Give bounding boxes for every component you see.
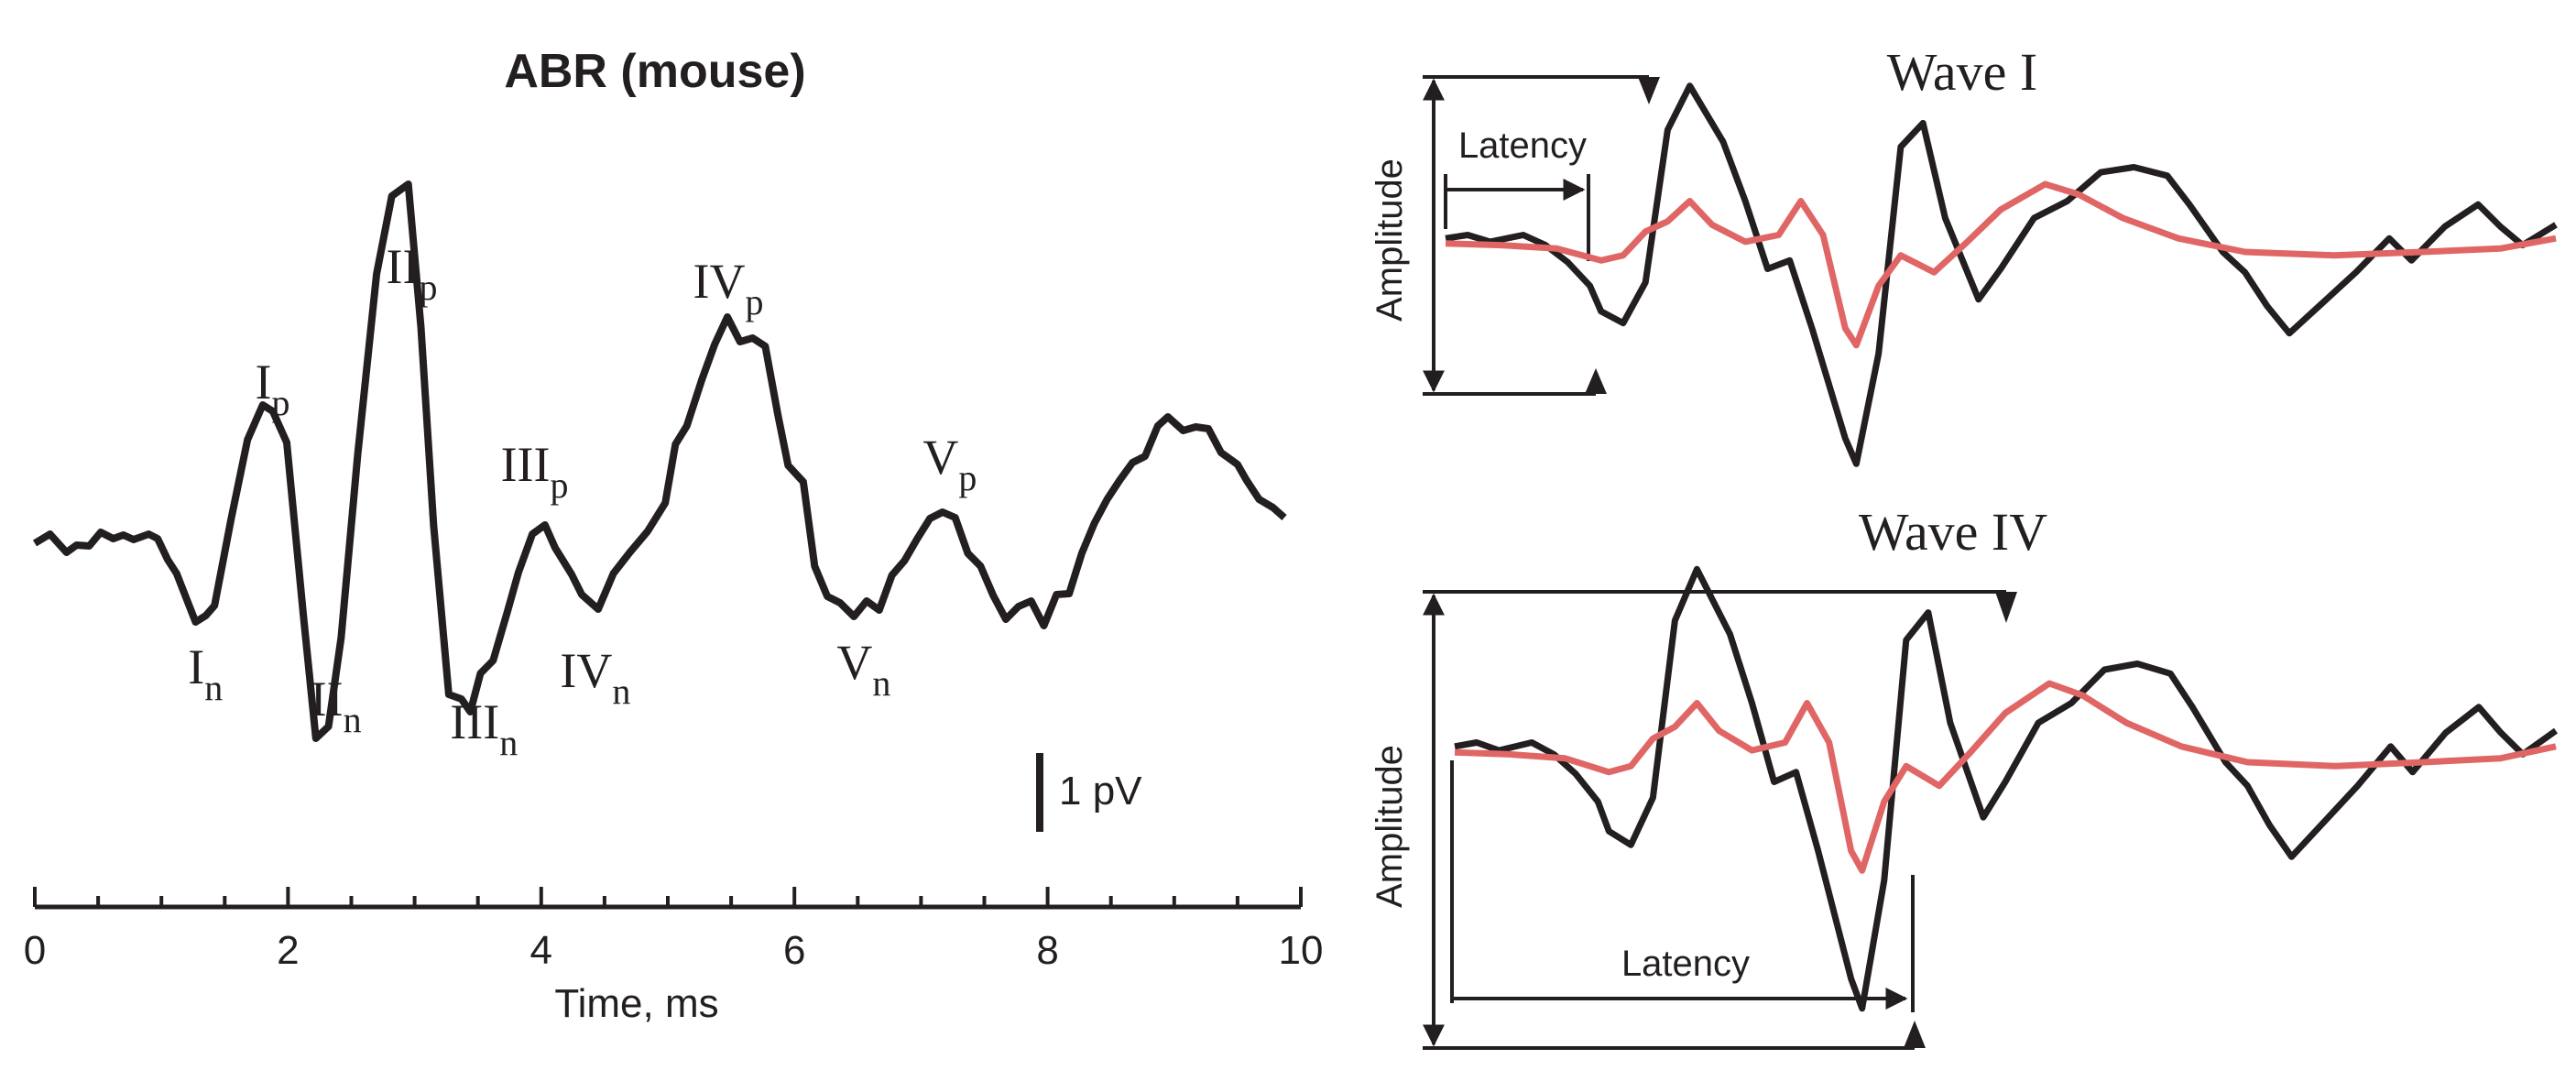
wave-i-y-axis-label: Amplitude — [1370, 158, 1410, 322]
abr-title: ABR (mouse) — [504, 45, 805, 98]
wave-label-ii-n: IIn — [311, 672, 362, 740]
wave-label-subscript: p — [746, 281, 764, 322]
wave-label-subscript: p — [551, 464, 569, 506]
wave-iv-amplitude-marker — [1423, 590, 2017, 1050]
wave-iv-black-trace — [1454, 565, 2559, 1012]
wave-label-i-p: Ip — [255, 355, 289, 423]
wave-label-subscript: p — [419, 267, 437, 308]
wave-label-subscript: n — [872, 662, 890, 704]
wave-label-iii-n: IIIn — [450, 694, 518, 763]
wave-iv-traces — [1454, 565, 2559, 1012]
wave-i-title: Wave I — [1887, 42, 2037, 102]
abr-x-tick-label: 2 — [277, 928, 299, 973]
wave-label-numeral: III — [450, 694, 499, 749]
abr-x-tick-label: 0 — [24, 928, 46, 973]
wave-i-latency-label: Latency — [1458, 126, 1587, 166]
wave-label-ii-p: IIp — [387, 239, 438, 308]
wave-label-numeral: II — [311, 672, 344, 726]
wave-label-subscript: n — [344, 699, 362, 740]
wave-i-panel: Wave I Amplitude Latency — [1370, 42, 2558, 467]
wave-label-subscript: p — [271, 382, 289, 423]
wave-label-subscript: n — [499, 722, 518, 763]
abr-scale-bar-label: 1 pV — [1059, 769, 1142, 814]
wave-iv-panel: Wave IV Amplitude Latency — [1370, 502, 2559, 1050]
abr-x-tick-label: 6 — [783, 928, 805, 973]
wave-label-numeral: V — [836, 635, 872, 690]
wave-label-v-p: Vp — [922, 430, 977, 498]
wave-label-i-n: In — [188, 639, 223, 708]
wave-i-traces — [1445, 82, 2558, 467]
wave-label-numeral: II — [387, 239, 420, 294]
wave-label-numeral: I — [188, 639, 204, 694]
abr-panel: ABR (mouse) IpInIIpIInIIIpIIInIVpIVnVpVn… — [24, 45, 1324, 1026]
wave-iv-y-axis-label: Amplitude — [1370, 745, 1410, 908]
wave-i-latency-marker: Latency — [1444, 126, 1590, 261]
wave-label-v-n: Vn — [836, 635, 890, 704]
wave-label-iv-n: IVn — [560, 643, 630, 712]
wave-label-numeral: IV — [560, 643, 612, 698]
wave-label-numeral: IV — [693, 254, 746, 309]
wave-label-numeral: III — [501, 437, 551, 492]
wave-i-black-trace — [1445, 82, 2558, 467]
wave-label-iii-p: IIIp — [501, 437, 569, 506]
wave-i-amplitude-marker — [1423, 75, 1660, 396]
abr-x-axis-label: Time, ms — [554, 981, 718, 1026]
wave-iv-latency-label: Latency — [1621, 944, 1750, 984]
wave-label-subscript: n — [612, 671, 630, 712]
wave-label-numeral: V — [922, 430, 958, 485]
abr-x-tick-label: 10 — [1279, 928, 1324, 973]
wave-label-numeral: I — [255, 355, 271, 410]
wave-label-subscript: n — [204, 667, 223, 708]
wave-iv-latency-marker: Latency — [1450, 760, 1915, 1012]
wave-iv-red-trace — [1454, 680, 2557, 874]
abr-x-tick-label: 4 — [530, 928, 552, 973]
wave-label-subscript: p — [958, 457, 977, 498]
abr-waveform-line — [32, 180, 1287, 742]
abr-x-tick-label: 8 — [1036, 928, 1058, 973]
wave-iv-title: Wave IV — [1859, 502, 2047, 562]
wave-label-iv-p: IVp — [693, 254, 764, 322]
wave-i-red-trace — [1445, 180, 2557, 349]
abr-scale-bar: 1 pV — [1036, 753, 1142, 832]
abr-x-axis: 0 2 4 6 8 10 — [24, 887, 1324, 973]
